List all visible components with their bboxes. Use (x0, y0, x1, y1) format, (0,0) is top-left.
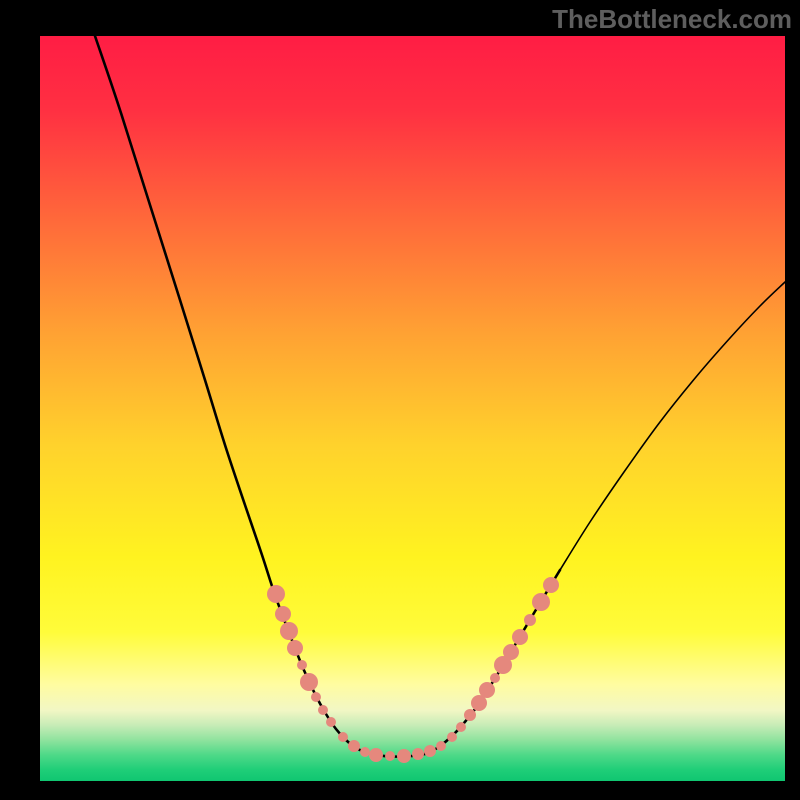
data-dot (326, 717, 336, 727)
data-dot (397, 749, 411, 763)
data-dot (456, 722, 466, 732)
data-dot (543, 577, 559, 593)
chart-frame: TheBottleneck.com (0, 0, 800, 800)
data-dot (369, 748, 383, 762)
data-dot (311, 692, 321, 702)
data-dot (338, 732, 348, 742)
data-dot (524, 614, 536, 626)
bottleneck-curve (95, 36, 560, 757)
bottleneck-curve-thin-tail (560, 282, 785, 570)
data-dot (424, 745, 436, 757)
data-dot (318, 705, 328, 715)
data-dot (412, 748, 424, 760)
data-dot (436, 741, 446, 751)
data-dot (464, 709, 476, 721)
data-dot (275, 606, 291, 622)
watermark-text: TheBottleneck.com (552, 4, 792, 35)
data-dots-group (267, 577, 559, 763)
data-dot (360, 747, 370, 757)
data-dot (348, 740, 360, 752)
data-dot (280, 622, 298, 640)
data-dot (503, 644, 519, 660)
data-dot (287, 640, 303, 656)
data-dot (512, 629, 528, 645)
data-dot (532, 593, 550, 611)
data-dot (385, 751, 395, 761)
data-dot (447, 732, 457, 742)
data-dot (490, 673, 500, 683)
data-dot (479, 682, 495, 698)
data-dot (300, 673, 318, 691)
data-dot (297, 660, 307, 670)
data-dot (267, 585, 285, 603)
chart-svg-overlay (0, 0, 800, 800)
